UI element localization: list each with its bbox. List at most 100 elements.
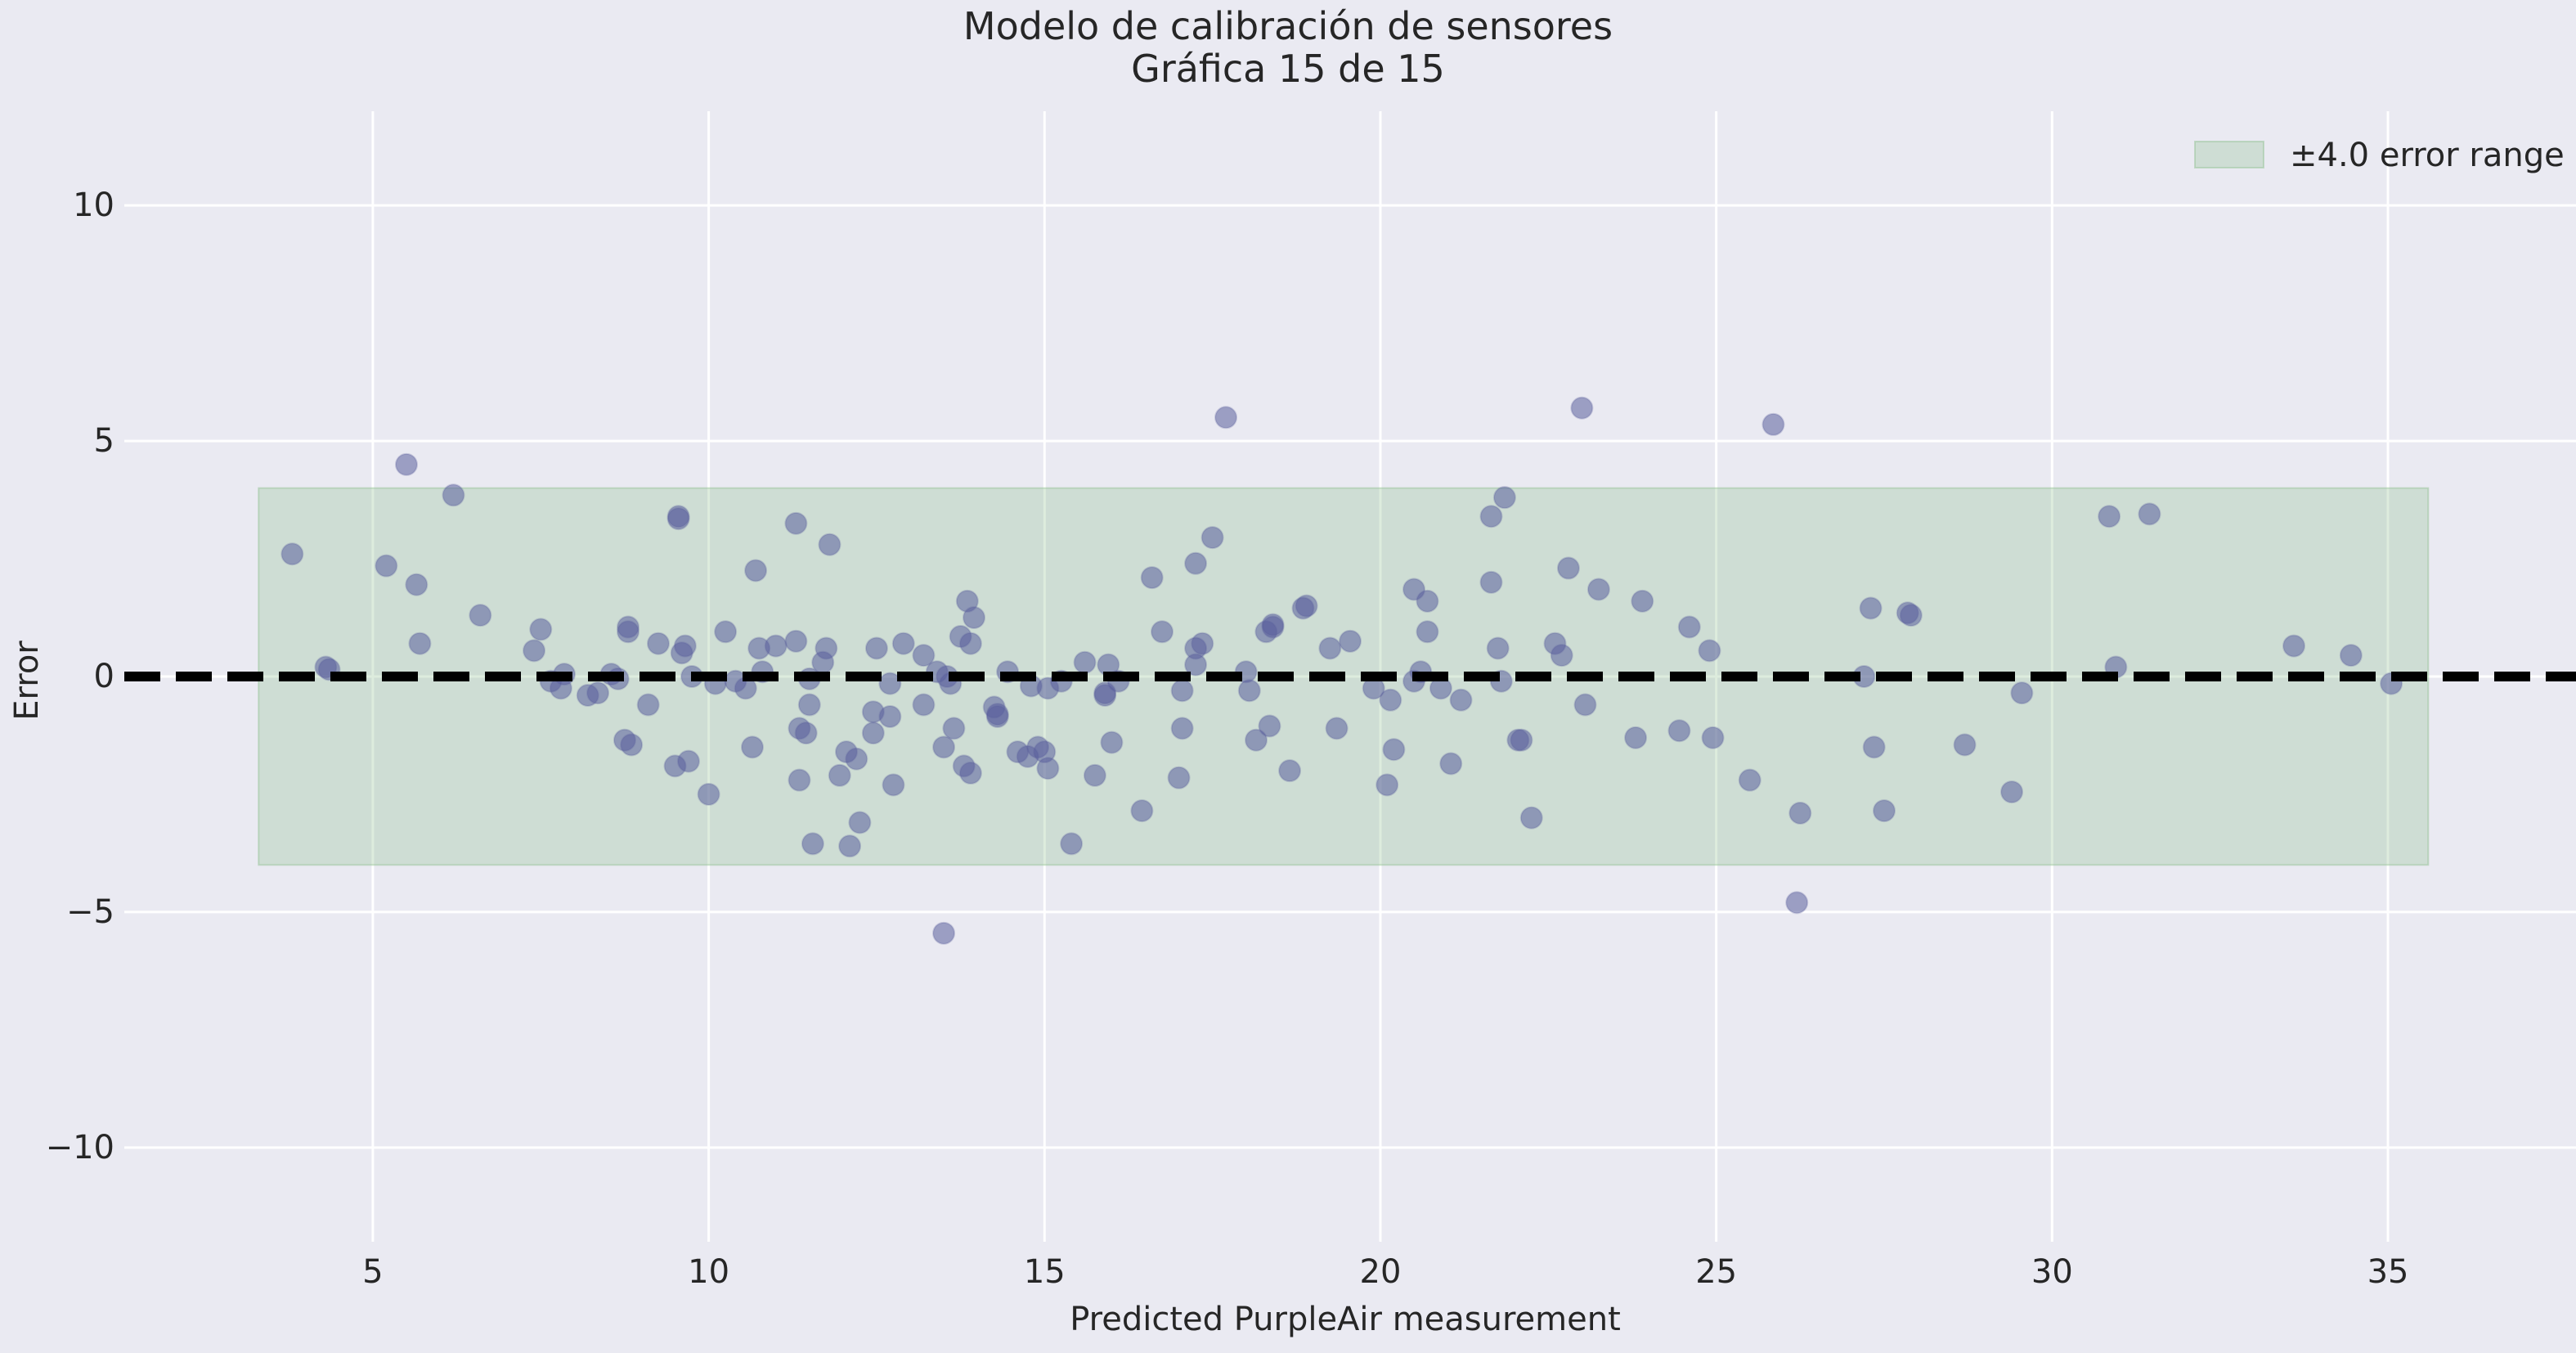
data-point bbox=[1479, 505, 1503, 528]
data-point bbox=[1100, 730, 1124, 754]
data-point bbox=[848, 811, 872, 834]
data-point bbox=[801, 832, 824, 856]
data-point bbox=[985, 703, 1009, 726]
data-point bbox=[797, 693, 821, 717]
data-point bbox=[932, 921, 956, 945]
data-point bbox=[845, 747, 868, 771]
data-point bbox=[878, 704, 902, 728]
x-axis-label: Predicted PurpleAir measurement bbox=[1070, 1301, 1621, 1338]
data-point bbox=[2000, 780, 2024, 804]
data-point bbox=[1184, 551, 1208, 575]
data-point bbox=[1214, 406, 1238, 429]
data-point bbox=[864, 636, 888, 660]
data-point bbox=[1573, 693, 1597, 717]
y-tick-label: 5 bbox=[94, 422, 114, 460]
data-point bbox=[1200, 526, 1224, 550]
data-point bbox=[882, 773, 905, 797]
data-point bbox=[375, 554, 398, 578]
data-point bbox=[958, 762, 982, 785]
data-point bbox=[1295, 594, 1318, 618]
data-point bbox=[1170, 717, 1194, 740]
data-point bbox=[1570, 396, 1594, 420]
data-point bbox=[646, 632, 670, 655]
data-point bbox=[1339, 629, 1362, 653]
x-tick-label: 30 bbox=[2031, 1253, 2073, 1291]
data-point bbox=[617, 620, 640, 644]
data-point bbox=[1376, 773, 1399, 797]
data-point bbox=[958, 632, 982, 655]
data-point bbox=[963, 606, 986, 630]
data-point bbox=[586, 681, 610, 705]
x-tick-label: 5 bbox=[362, 1253, 383, 1291]
data-point bbox=[2010, 681, 2034, 705]
data-point bbox=[1667, 719, 1691, 743]
y-tick-label: −10 bbox=[46, 1129, 114, 1166]
data-point bbox=[1439, 752, 1463, 775]
data-point bbox=[942, 717, 966, 740]
data-point bbox=[1556, 556, 1580, 580]
data-point bbox=[2339, 644, 2363, 668]
data-point bbox=[1677, 615, 1701, 639]
data-point bbox=[1788, 801, 1812, 825]
data-point bbox=[1698, 639, 1721, 663]
legend-swatch bbox=[2194, 141, 2264, 169]
data-point bbox=[1140, 566, 1164, 590]
data-point bbox=[1953, 733, 1977, 757]
data-point bbox=[1479, 570, 1503, 594]
data-point bbox=[405, 573, 429, 596]
data-point bbox=[442, 483, 465, 507]
scatter-points bbox=[280, 396, 2403, 945]
data-point bbox=[838, 834, 862, 858]
data-point bbox=[1060, 832, 1084, 856]
data-point bbox=[818, 533, 841, 556]
data-point bbox=[1073, 650, 1097, 674]
data-point bbox=[1261, 613, 1285, 636]
y-tick-label: 10 bbox=[73, 187, 114, 224]
data-point bbox=[1151, 620, 1174, 644]
data-point bbox=[529, 618, 553, 641]
data-point bbox=[1184, 653, 1208, 676]
data-point bbox=[280, 542, 304, 566]
data-point bbox=[1862, 735, 1886, 759]
data-point bbox=[666, 507, 690, 531]
data-point bbox=[1738, 768, 1761, 792]
data-point bbox=[394, 452, 418, 476]
data-point bbox=[620, 733, 644, 757]
data-point bbox=[1416, 589, 1439, 613]
data-point bbox=[740, 735, 764, 759]
data-point bbox=[1785, 891, 1809, 915]
data-point bbox=[1586, 578, 1610, 601]
data-point bbox=[2282, 634, 2306, 658]
data-point bbox=[1631, 589, 1654, 613]
data-point bbox=[1379, 688, 1402, 712]
data-point bbox=[788, 768, 811, 792]
data-point bbox=[932, 735, 956, 759]
data-point bbox=[1245, 728, 1268, 752]
data-point bbox=[878, 672, 902, 695]
data-point bbox=[714, 620, 738, 644]
axis-ticks: 5 10 15 20 25 30 35 −10 −5 0 5 10 bbox=[46, 187, 2409, 1291]
data-point bbox=[1167, 766, 1191, 789]
data-point bbox=[1318, 636, 1342, 660]
data-point bbox=[784, 511, 808, 535]
data-point bbox=[2098, 505, 2121, 528]
data-point bbox=[764, 634, 788, 658]
data-point bbox=[1237, 679, 1261, 703]
y-tick-label: −5 bbox=[66, 893, 114, 931]
y-tick-label: 0 bbox=[94, 658, 114, 695]
chart-subtitle: Gráfica 15 de 15 bbox=[1131, 47, 1445, 91]
data-point bbox=[1859, 596, 1883, 620]
data-point bbox=[1510, 728, 1533, 752]
data-point bbox=[1382, 738, 1406, 762]
data-point bbox=[861, 721, 885, 745]
data-point bbox=[1170, 679, 1194, 703]
data-point bbox=[1258, 714, 1281, 738]
data-point bbox=[636, 693, 660, 717]
data-point bbox=[891, 632, 915, 655]
y-axis-label: Error bbox=[8, 641, 46, 721]
data-point bbox=[1449, 688, 1473, 712]
data-point bbox=[1191, 632, 1214, 655]
x-tick-label: 35 bbox=[2367, 1253, 2409, 1291]
data-point bbox=[1550, 644, 1573, 668]
